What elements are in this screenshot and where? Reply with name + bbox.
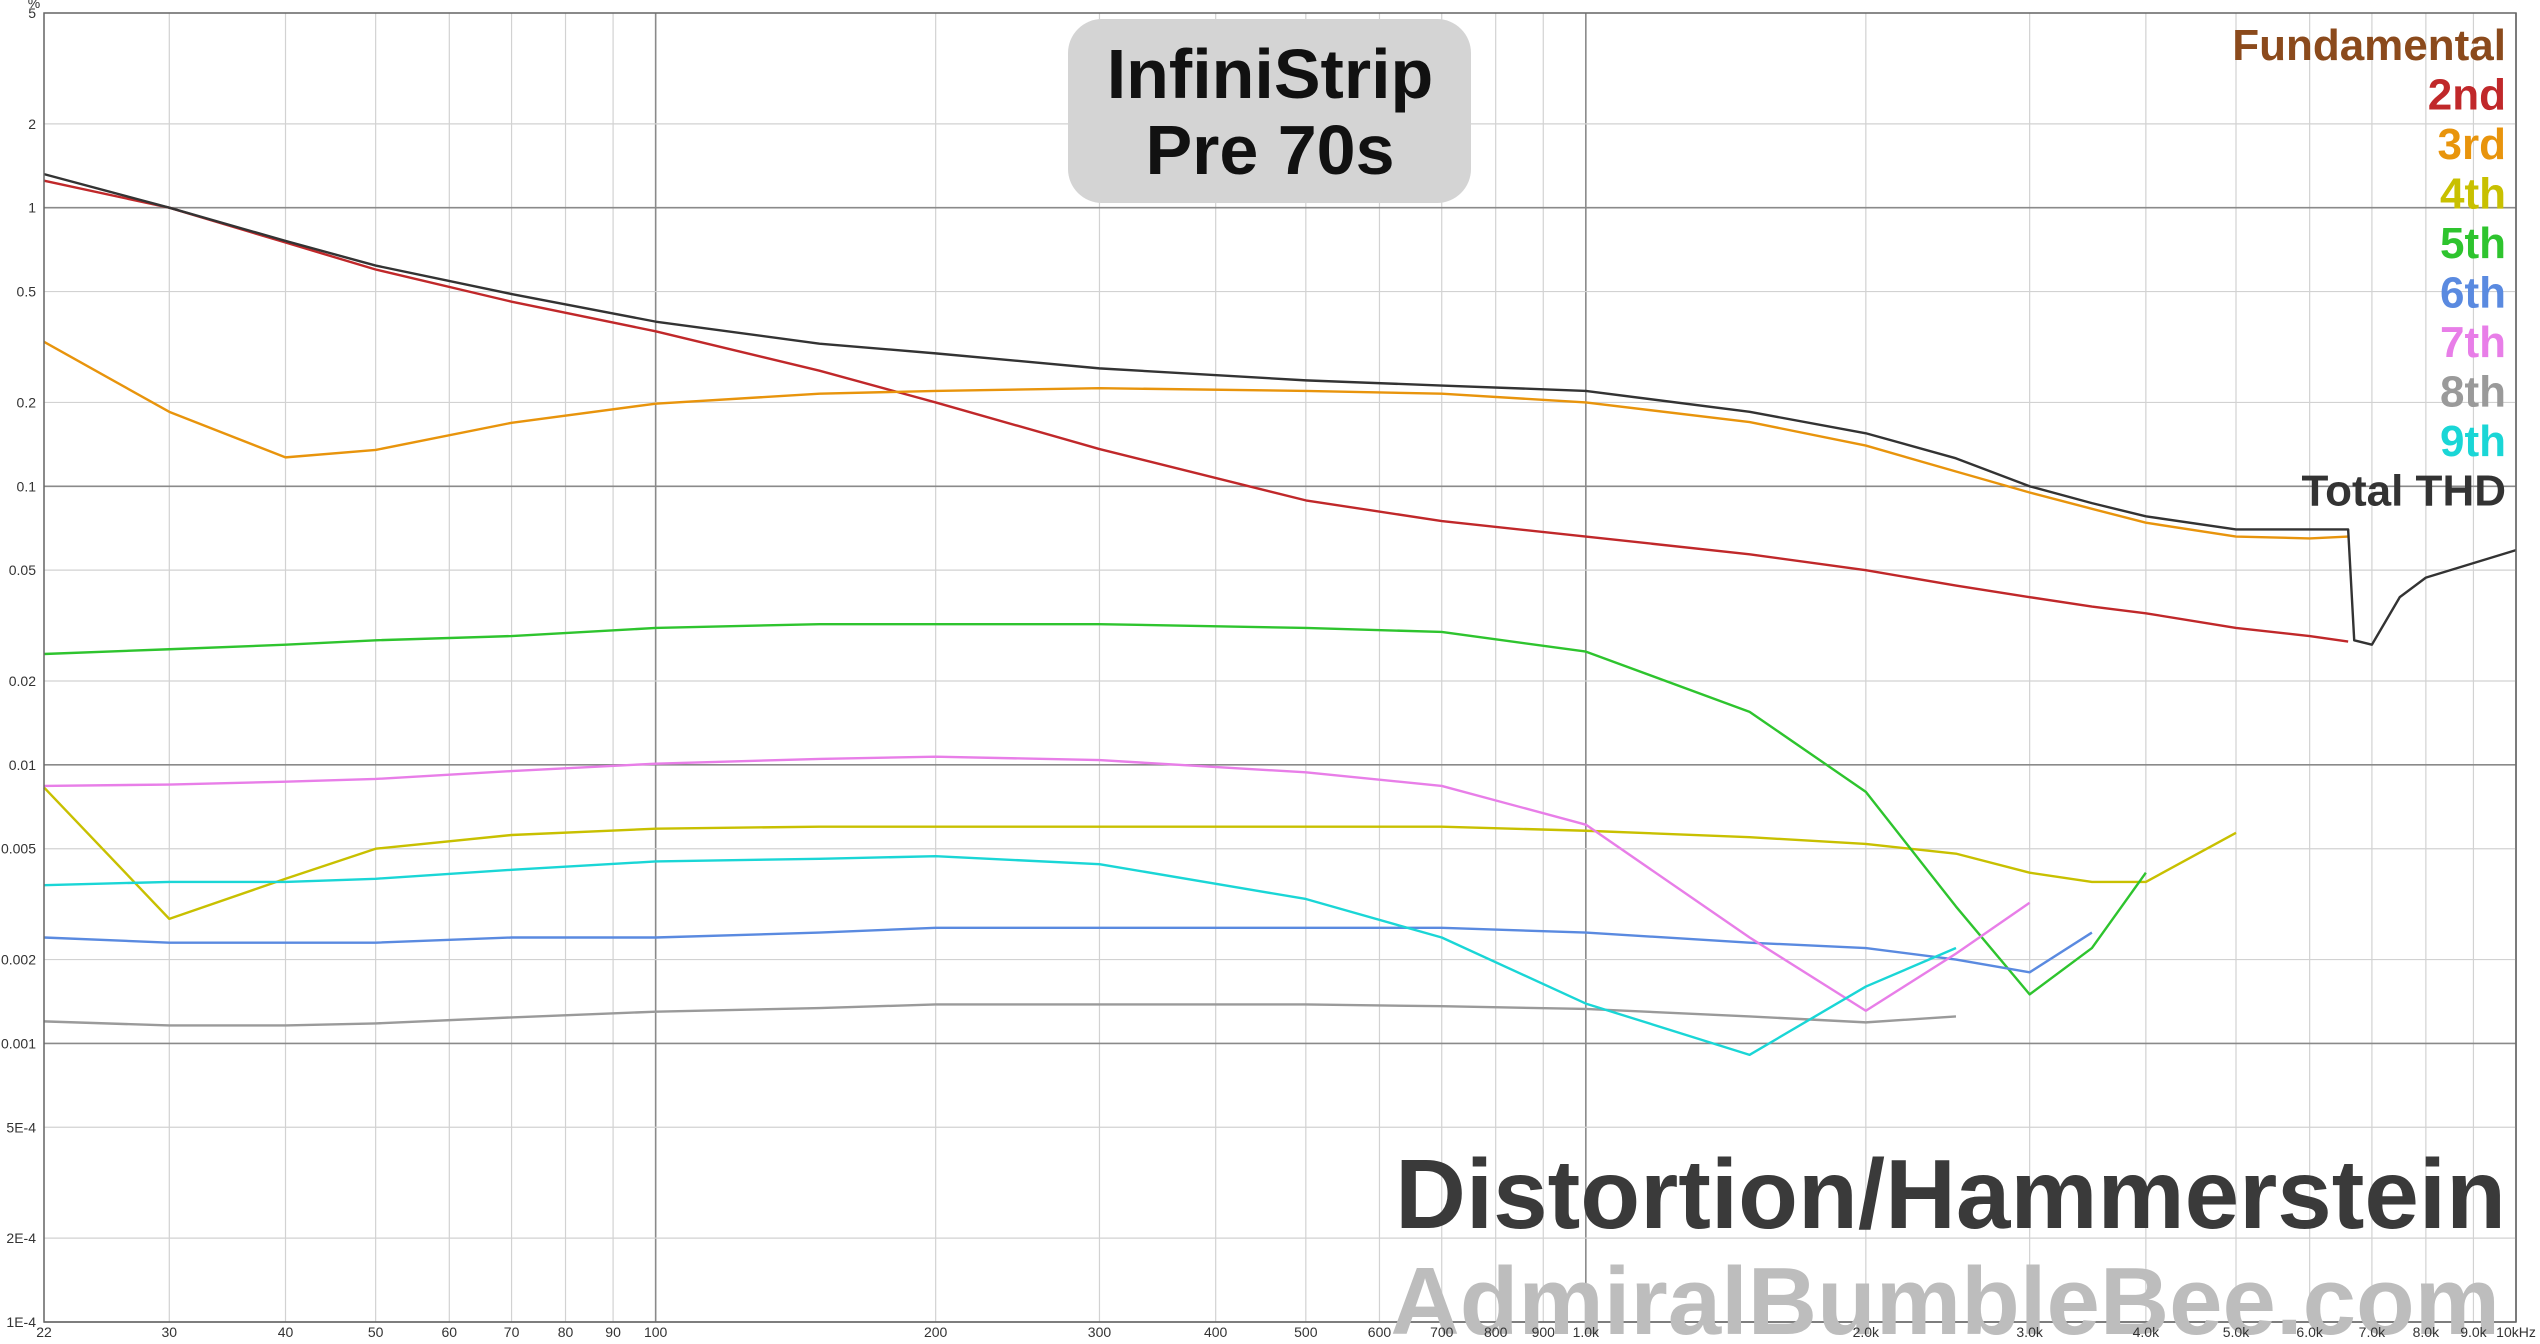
x-tick-label: 30 (162, 1324, 178, 1340)
series-line (43, 172, 2517, 646)
x-tick-label: 80 (558, 1324, 574, 1340)
x-tick-label: 600 (1368, 1324, 1392, 1340)
series-line (43, 926, 2093, 974)
x-tick-label: 9.0k (2460, 1324, 2487, 1340)
y-tick-label: 0.02 (9, 673, 36, 689)
y-tick-label: 0.05 (9, 562, 36, 578)
series-line (43, 755, 2031, 1012)
legend-entry: 3rd (2438, 120, 2506, 169)
y-tick-label: 0.005 (1, 841, 36, 857)
x-tick-label: 2.0k (1853, 1324, 1880, 1340)
y-unit-label: % (28, 0, 40, 11)
y-tick-label: 1E-4 (6, 1314, 36, 1330)
title-box (1068, 19, 1471, 203)
series-line (43, 179, 2349, 643)
y-tick-label: 5E-4 (6, 1119, 36, 1135)
legend-entry: Total THD (2302, 467, 2507, 516)
x-tick-label: 700 (1430, 1324, 1454, 1340)
legend-entry: 5th (2440, 219, 2506, 268)
x-tick-label: 90 (605, 1324, 621, 1340)
x-tick-label: 7.0k (2359, 1324, 2386, 1340)
legend-entry: 9th (2440, 417, 2506, 466)
annotation: Distortion/Hammerstein (1395, 1139, 2506, 1249)
x-tick-label: 100 (644, 1324, 668, 1340)
y-tick-label: 0.2 (17, 394, 37, 410)
x-tick-label: 900 (1532, 1324, 1556, 1340)
x-tick-label: 50 (368, 1324, 384, 1340)
legend-entry: 7th (2440, 318, 2506, 367)
x-tick-label: 4.0k (2133, 1324, 2160, 1340)
x-tick-label: 22 (36, 1324, 52, 1340)
x-tick-label: 500 (1294, 1324, 1318, 1340)
series-line (43, 786, 2237, 921)
y-tick-label: 5 (28, 5, 36, 21)
legend-entry: 6th (2440, 269, 2506, 318)
watermark: AdmiralBumbleBee.com (1390, 1248, 2500, 1344)
legend-entry: 4th (2440, 170, 2506, 219)
y-tick-label: 0.002 (1, 952, 36, 968)
x-tick-label: 3.0k (2016, 1324, 2043, 1340)
x-tick-label: 8.0k (2413, 1324, 2440, 1340)
x-tick-label: 10kHz (2496, 1324, 2536, 1340)
series-line (43, 622, 2147, 996)
x-tick-label: 70 (504, 1324, 520, 1340)
y-tick-label: 0.01 (9, 757, 36, 773)
x-tick-label: 6.0k (2296, 1324, 2323, 1340)
series-line (43, 1003, 1957, 1027)
x-tick-label: 400 (1204, 1324, 1228, 1340)
x-tick-label: 60 (442, 1324, 458, 1340)
x-tick-label: 800 (1484, 1324, 1508, 1340)
x-tick-label: 300 (1088, 1324, 1112, 1340)
legend-entry: 2nd (2428, 71, 2506, 120)
x-tick-label: 200 (924, 1324, 948, 1340)
legend: Fundamental2nd3rd4th5th6th7th8th9thTotal… (2232, 21, 2506, 516)
y-tick-label: 2E-4 (6, 1230, 36, 1246)
legend-entry: Fundamental (2232, 21, 2506, 70)
plot-frame (43, 12, 2517, 1323)
chart-title: InfiniStrip (1107, 35, 1434, 113)
y-tick-label: 2 (28, 116, 36, 132)
series-line (43, 340, 2349, 540)
chart-subtitle: Pre 70s (1145, 111, 1394, 189)
series-line (43, 855, 1957, 1057)
y-tick-label: 0.1 (17, 478, 37, 494)
y-tick-label: 1 (28, 200, 36, 216)
y-tick-label: 0.001 (1, 1035, 36, 1051)
legend-entry: 8th (2440, 368, 2506, 417)
plot-lines (43, 172, 2517, 1057)
x-tick-label: 5.0k (2223, 1324, 2250, 1340)
x-tick-label: 40 (278, 1324, 294, 1340)
y-tick-label: 0.5 (17, 284, 37, 300)
x-tick-label: 1.0k (1573, 1324, 1600, 1340)
